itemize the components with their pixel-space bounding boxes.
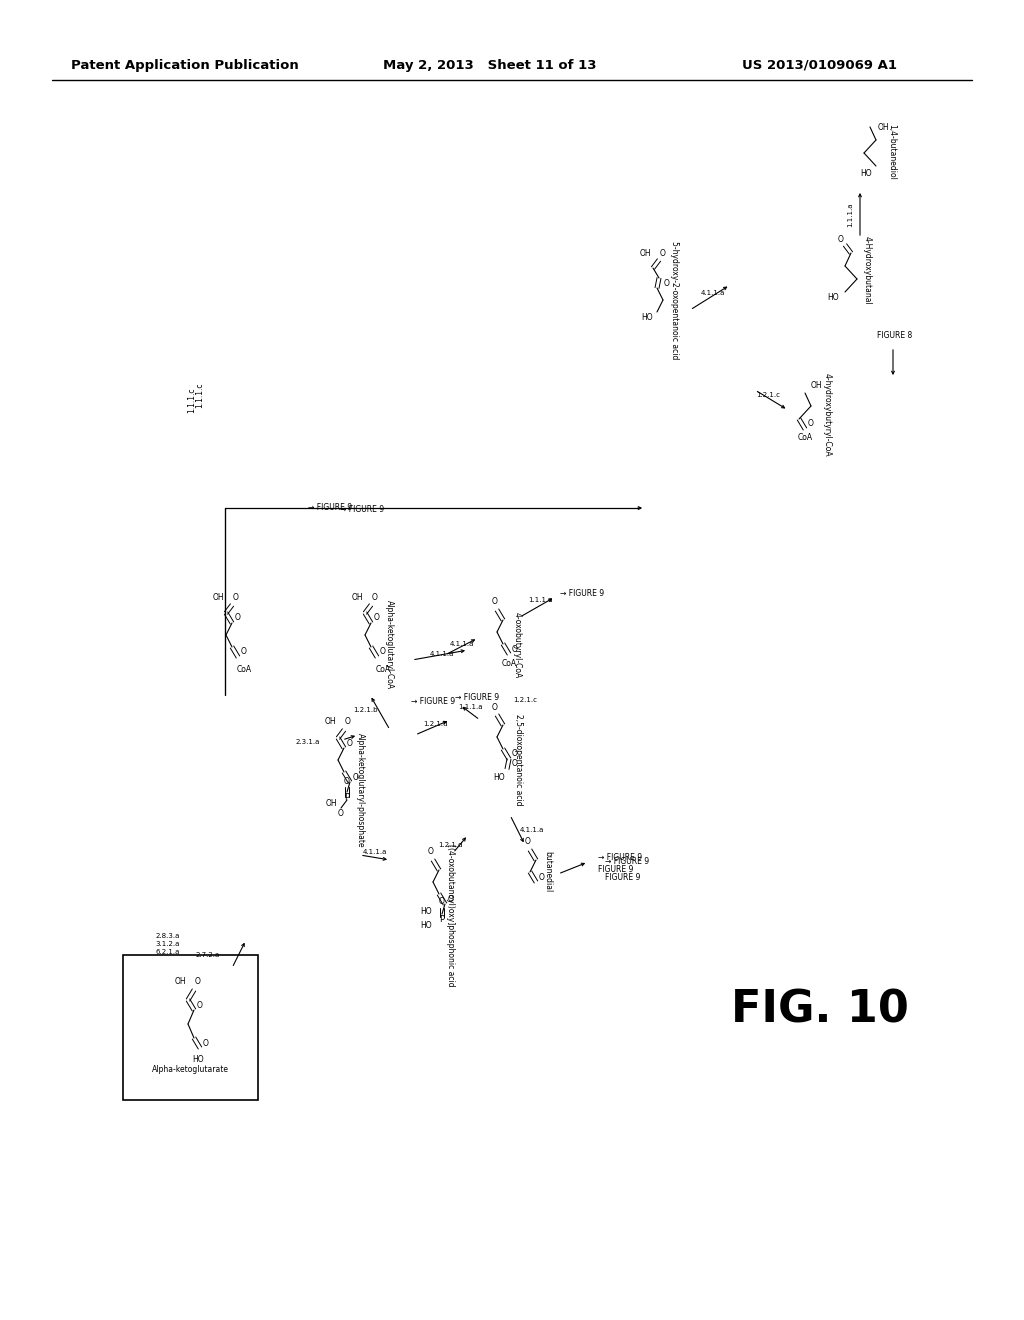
Text: O: O	[195, 978, 201, 986]
Text: → FIGURE 9: → FIGURE 9	[605, 858, 649, 866]
Text: 1.2.1.d: 1.2.1.d	[437, 842, 462, 847]
Text: → FIGURE 9: → FIGURE 9	[411, 697, 455, 706]
Text: 1.1.1.a: 1.1.1.a	[847, 203, 853, 227]
Text: O: O	[512, 750, 518, 759]
Text: butanedial: butanedial	[544, 851, 553, 892]
Text: O: O	[374, 614, 380, 623]
Text: CoA: CoA	[376, 664, 390, 673]
Text: CoA: CoA	[798, 433, 813, 441]
Text: Alpha-ketoglutaryl-phosphate: Alpha-ketoglutaryl-phosphate	[355, 733, 365, 847]
Text: O: O	[493, 598, 498, 606]
Text: 4-hydroxybutyryl-CoA: 4-hydroxybutyryl-CoA	[822, 374, 831, 457]
Text: 4.1.1.a: 4.1.1.a	[520, 828, 545, 833]
Text: 1.2.1.d: 1.2.1.d	[423, 721, 447, 727]
Text: O: O	[338, 809, 344, 818]
Text: OH: OH	[325, 718, 336, 726]
Text: CoA: CoA	[502, 660, 516, 668]
Bar	[123, 954, 258, 1100]
Text: 1.1.1.a: 1.1.1.a	[527, 597, 552, 603]
Text: OH: OH	[878, 123, 890, 132]
Text: O: O	[380, 648, 386, 656]
Text: 2,5-dioxopentanoic acid: 2,5-dioxopentanoic acid	[514, 714, 523, 805]
Text: OH: OH	[326, 800, 337, 808]
Text: 3.1.2.a: 3.1.2.a	[156, 941, 180, 946]
Text: 1.1.1.a: 1.1.1.a	[458, 704, 482, 710]
Text: Alpha-ketoglutarate: Alpha-ketoglutarate	[152, 1065, 228, 1074]
Text: 1,4-butanediol: 1,4-butanediol	[888, 124, 896, 180]
Text: OH: OH	[174, 978, 186, 986]
Text: O: O	[236, 614, 241, 623]
Text: → FIGURE 9: → FIGURE 9	[455, 693, 499, 702]
Text: HO: HO	[860, 169, 871, 178]
Text: O: O	[428, 847, 434, 857]
Text: FIGURE 9: FIGURE 9	[598, 866, 634, 874]
Text: O: O	[838, 235, 844, 243]
Text: O: O	[353, 772, 359, 781]
Text: 1.2.1.c: 1.2.1.c	[756, 392, 780, 399]
Text: 4.1.1.a: 4.1.1.a	[450, 642, 474, 647]
Text: O: O	[345, 718, 351, 726]
Text: Alpha-ketoglutaryl-CoA: Alpha-ketoglutaryl-CoA	[384, 601, 393, 689]
Text: P: P	[344, 792, 349, 801]
Text: 5-hydroxy-2-oxopentanoic acid: 5-hydroxy-2-oxopentanoic acid	[671, 240, 680, 359]
Text: CoA: CoA	[237, 664, 252, 673]
Text: OH: OH	[811, 380, 822, 389]
Text: O: O	[525, 837, 530, 846]
Text: 2.7.2.a: 2.7.2.a	[196, 952, 220, 958]
Text: US 2013/0109069 A1: US 2013/0109069 A1	[742, 58, 897, 71]
Text: O: O	[539, 873, 545, 882]
Text: FIG. 10: FIG. 10	[731, 989, 909, 1031]
Text: [(4-oxobutanoyl)oxy]phosphonic acid: [(4-oxobutanoyl)oxy]phosphonic acid	[446, 843, 456, 986]
Text: O: O	[660, 249, 666, 259]
Text: O: O	[233, 593, 239, 602]
Text: → FIGURE 9: → FIGURE 9	[340, 506, 384, 515]
Text: HO: HO	[494, 772, 505, 781]
Text: 4.1.1.a: 4.1.1.a	[362, 849, 387, 855]
Text: O: O	[372, 593, 378, 602]
Text: O: O	[493, 702, 498, 711]
Text: O: O	[241, 648, 247, 656]
Text: O: O	[449, 895, 454, 903]
Text: → FIGURE 9: → FIGURE 9	[598, 854, 642, 862]
Text: May 2, 2013   Sheet 11 of 13: May 2, 2013 Sheet 11 of 13	[383, 58, 597, 71]
Text: O: O	[197, 1001, 203, 1010]
Text: O: O	[512, 759, 518, 768]
Text: 1.2.1.b: 1.2.1.b	[353, 708, 378, 713]
Text: HO: HO	[641, 314, 653, 322]
Text: FIGURE 8: FIGURE 8	[878, 330, 912, 339]
Text: OH: OH	[212, 593, 224, 602]
Text: 4-oxobutyryl-CoA: 4-oxobutyryl-CoA	[512, 612, 521, 678]
Text: 1.1.1.c: 1.1.1.c	[196, 383, 205, 408]
Text: → FIGURE 9: → FIGURE 9	[560, 590, 604, 598]
Text: O: O	[439, 898, 445, 907]
Text: Patent Application Publication: Patent Application Publication	[71, 58, 299, 71]
Text: HO: HO	[827, 293, 839, 301]
Text: 4-Hydroxybutanal: 4-Hydroxybutanal	[862, 236, 871, 305]
Text: O: O	[203, 1039, 209, 1048]
Text: O: O	[808, 420, 814, 429]
Text: HO: HO	[193, 1056, 204, 1064]
Text: FIGURE 9: FIGURE 9	[605, 874, 640, 883]
Text: 6.2.1.a: 6.2.1.a	[156, 949, 180, 954]
Text: 2.8.3.a: 2.8.3.a	[156, 933, 180, 939]
Text: HO: HO	[421, 921, 432, 931]
Text: OH: OH	[351, 593, 362, 602]
Text: 4.1.1.a: 4.1.1.a	[430, 651, 455, 657]
Text: P: P	[439, 915, 444, 924]
Text: O: O	[512, 644, 518, 653]
Text: O: O	[344, 777, 350, 787]
Text: 1.2.1.c: 1.2.1.c	[513, 697, 537, 704]
Text: 4.1.1.a: 4.1.1.a	[700, 290, 725, 296]
Text: 2.3.1.a: 2.3.1.a	[296, 739, 319, 744]
Text: OH: OH	[639, 249, 651, 259]
Text: → FIGURE 9: → FIGURE 9	[308, 503, 352, 512]
Text: O: O	[347, 738, 353, 747]
Text: 1.1.1.c: 1.1.1.c	[187, 387, 197, 413]
Text: O: O	[664, 279, 670, 288]
Text: HO: HO	[421, 908, 432, 916]
